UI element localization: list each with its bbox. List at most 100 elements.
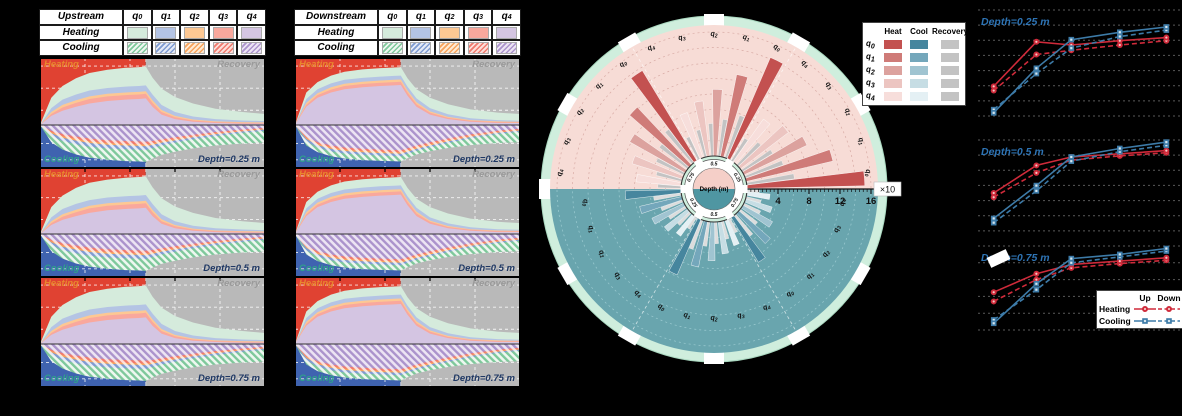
series-heating_down [993, 39, 1167, 92]
cool-half-background [550, 189, 878, 353]
heat-rim-label: q1 [742, 34, 751, 44]
polar-gridline-heat [587, 62, 841, 190]
depth-annotation: Depth=0.5 m [458, 263, 515, 274]
downstream-swatch-cell [378, 25, 407, 40]
heat-swatch [884, 79, 902, 88]
line-chart-gridlines [978, 245, 1180, 331]
recovery-phase-label: Recovery [217, 169, 260, 180]
legend-row-label: Cooling [1099, 316, 1131, 326]
center-dial-label: Depth (m) [700, 186, 729, 193]
downstream-legend-table: Downstream q 0 q 1 q 2 q 3 q 4 Heating Cooling [293, 8, 522, 57]
panel-border [295, 58, 520, 168]
heating-swatch-q2 [438, 26, 460, 39]
downstream-swatch-cell [406, 40, 436, 56]
legend-down-header: Down [1157, 292, 1181, 303]
heating-swatch-q3 [212, 26, 234, 39]
upstream-swatch-cell [180, 40, 209, 56]
band-top-purple [40, 317, 265, 344]
polar-legend-swatch-cell [880, 53, 906, 62]
depth-annotation: Depth=0.5 m [203, 263, 260, 274]
recovery-swatch [941, 53, 959, 62]
cool-rim-label: q1 [683, 312, 692, 322]
cooling-swatch-q2 [183, 42, 205, 54]
band-top-purple [40, 98, 265, 125]
line-chart-title: Depth=0.25 m [981, 16, 1050, 28]
line-chart-title: Depth=0.5 m [981, 146, 1044, 158]
sector-divider [631, 217, 698, 332]
axis-tick-label: 12 [835, 196, 846, 207]
downstream-swatch-cell [463, 40, 493, 56]
legend-line-sample [1134, 306, 1156, 312]
panel-border [40, 277, 265, 387]
heat-rim-label: q0 [772, 43, 782, 54]
cool-rim-label: q4 [762, 303, 772, 314]
polar-gridline-cool [587, 188, 841, 316]
cool-rim-label: q0 [580, 199, 589, 207]
depth-annotation: Depth=0.75 m [197, 373, 260, 384]
upstream-legend-table: Upstream q 0 q 1 q 2 q 3 q 4 Heating Cooling [38, 8, 267, 57]
heat-rim-label: q0 [618, 59, 629, 70]
cooling-phase-label: Cooling [44, 154, 80, 165]
polar-legend-swatch-cell [932, 53, 968, 62]
polar-legend-q-label: q4 [866, 90, 875, 103]
cooling-swatch-q3 [212, 42, 234, 54]
heating-swatch-q4 [496, 26, 518, 39]
upstream-row-label: Cooling [39, 40, 123, 56]
downstream-swatch-cell [378, 40, 407, 56]
upstream-swatch-cell [237, 40, 266, 56]
heating-swatch-q2 [183, 26, 205, 39]
rim-tab-markers [539, 14, 871, 364]
cool-rim-label: q3 [612, 271, 623, 282]
polar-legend-column-header: Cool [910, 27, 928, 36]
recovery-swatch [941, 40, 959, 49]
upstream-swatch-cell [180, 25, 209, 40]
band-bottom-purple [295, 344, 520, 370]
line-chart-gridlines [978, 9, 1180, 117]
heating-swatch-q0 [126, 26, 148, 39]
upstream-swatch-cell [123, 40, 152, 56]
depth-annotation: Depth=0.75 m [452, 373, 515, 384]
cool-rim-label: q1 [585, 225, 595, 235]
heating-phase-label: Heating [44, 59, 79, 70]
cool-rim-label: q4 [632, 289, 643, 300]
cool-rim-label: q3 [833, 224, 843, 234]
heat-swatch [884, 40, 902, 49]
cool-rim-label: q1 [805, 271, 816, 282]
downstream-swatch-cell [492, 25, 521, 40]
heating-phase-label: Heating [44, 169, 79, 180]
updown-legend: Up Down Heating Cooling [1096, 290, 1182, 329]
polar-legend-swatch-cell [932, 79, 968, 88]
polar-legend-swatch-cell [880, 66, 906, 75]
sector-divider [730, 217, 797, 332]
legend-sample-cell [1133, 304, 1157, 314]
series-heating_up [993, 36, 1167, 87]
polar-gridline-cool [634, 188, 794, 269]
series-cooling_down [993, 29, 1167, 111]
downstream-row-label: Cooling [294, 40, 378, 56]
recovery-phase-label: Recovery [472, 278, 515, 289]
depth-ring-label: 0.25 [732, 172, 742, 184]
polar-gridline-heat [634, 109, 794, 190]
upstream-legend-title: Upstream [39, 9, 123, 25]
heat-rim-label: q2 [710, 31, 717, 40]
polar-legend-column-header: Heat [884, 27, 902, 36]
heat-rim-label: q3 [563, 137, 573, 147]
cooling-phase-label: Cooling [44, 373, 80, 384]
polar-legend-swatch-cell [880, 92, 906, 101]
depth-ring-label: 0.25 [688, 197, 698, 209]
line-chart-depth-1 [978, 139, 1180, 247]
heating-swatch-q1 [410, 26, 432, 39]
depth-ring-label: 0.75 [730, 197, 740, 209]
upstream-swatch-cell [208, 40, 238, 56]
heat-rim-label: q4 [647, 43, 657, 54]
cool-rim-label: q0 [785, 289, 796, 300]
band-bottom-purple [40, 344, 265, 361]
polar-legend: Heat Cool Recovery q0 q1 q2 q3 q4 [862, 22, 968, 106]
heat-rim-label: q2 [575, 107, 586, 118]
axis-unit-box: ×10 [873, 181, 902, 197]
legend-sample-cell [1157, 316, 1181, 326]
polar-legend-swatch-cell [906, 79, 932, 88]
recovery-swatch [941, 79, 959, 88]
band-bottom-purple [40, 234, 265, 251]
